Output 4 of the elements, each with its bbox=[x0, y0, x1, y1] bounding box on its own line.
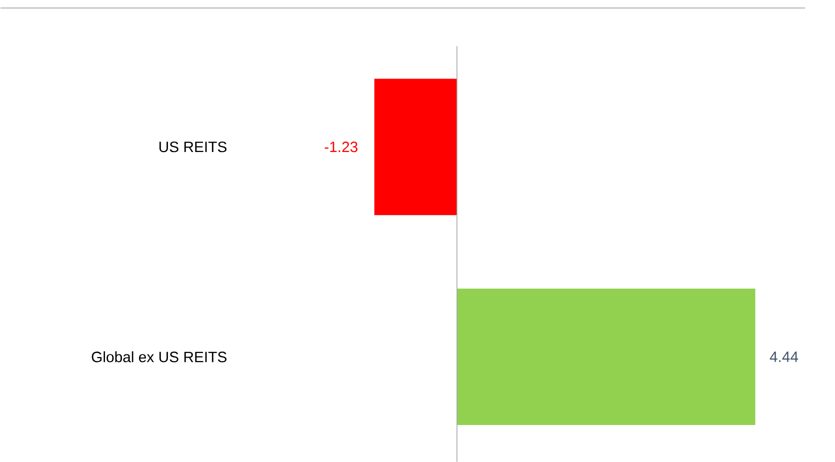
data-label: 4.44 bbox=[770, 352, 798, 362]
data-label: -1.23 bbox=[324, 142, 358, 152]
y-tick-label: US REITS bbox=[159, 142, 226, 152]
y-tick-label: Global ex US REITS bbox=[92, 351, 226, 362]
